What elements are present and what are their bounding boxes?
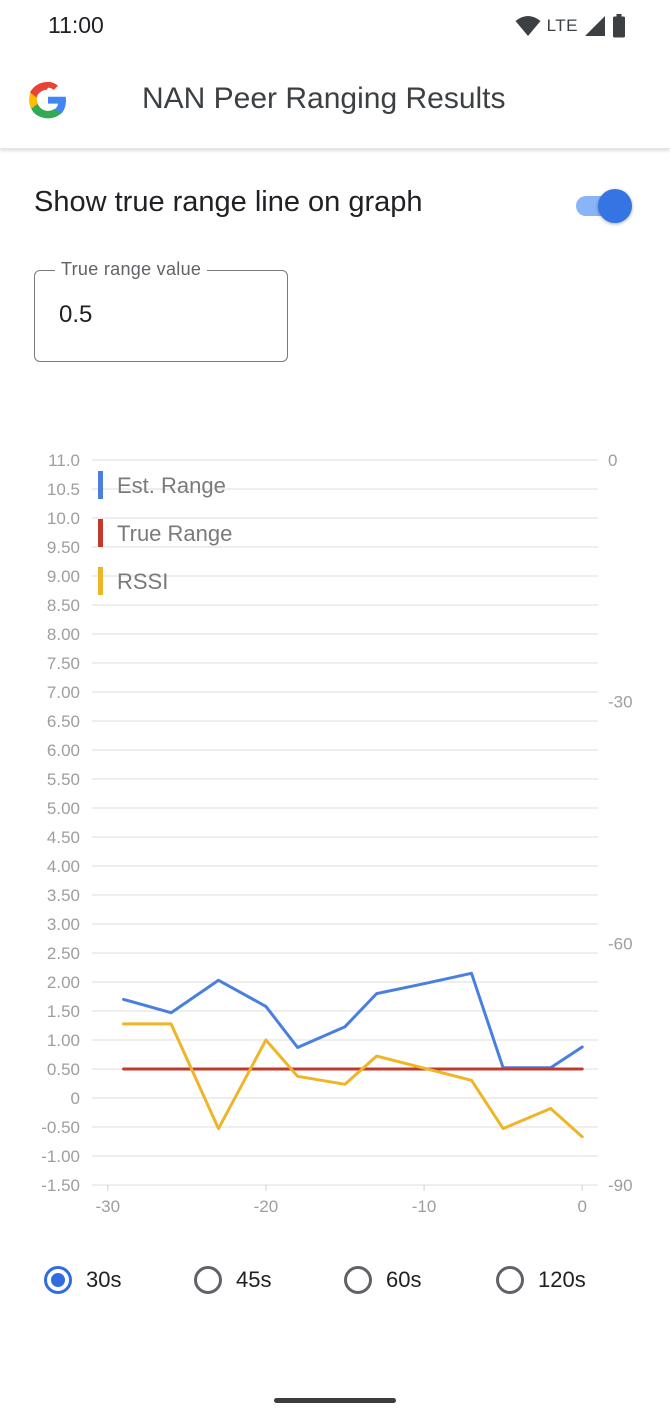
wifi-icon (515, 16, 541, 36)
status-bar: 11:00 LTE (0, 0, 670, 56)
y2-tick-label: 0 (608, 451, 617, 470)
y-tick-label: 10.5 (47, 480, 80, 499)
home-gesture-bar[interactable] (274, 1398, 396, 1403)
true-range-field-label: True range value (55, 259, 208, 280)
series-line-rssi (122, 1022, 584, 1139)
network-type-label: LTE (546, 16, 578, 35)
cell-signal-icon (585, 16, 605, 36)
y-tick-label: 5.50 (47, 770, 80, 789)
x-tick-label: -10 (412, 1197, 437, 1216)
status-time: 11:00 (48, 12, 104, 38)
radio-button-circle (496, 1266, 524, 1294)
radio-120s[interactable]: 120s (496, 1258, 586, 1302)
y-tick-label: -1.00 (41, 1147, 80, 1166)
app-bar: NAN Peer Ranging Results (0, 56, 670, 149)
y-tick-label: 0 (71, 1089, 80, 1108)
y-tick-label: 1.00 (47, 1031, 80, 1050)
switch-thumb (598, 189, 632, 223)
show-true-range-label: Show true range line on graph (34, 186, 423, 218)
y-tick-label: 9.50 (47, 538, 80, 557)
ranging-chart: 11.0 10.5 10.0 9.50 9.00 8.50 8.00 7.50 7.00 6.50… (41, 451, 633, 1216)
y-tick-label: 6.00 (47, 741, 80, 760)
radio-label: 30s (86, 1267, 122, 1292)
y-tick-label: 7.50 (47, 654, 80, 673)
legend-swatch (98, 567, 103, 595)
radio-45s[interactable]: 45s (194, 1258, 271, 1302)
x-tick-label: -20 (254, 1197, 279, 1216)
status-icons: LTE (515, 12, 626, 40)
radio-60s[interactable]: 60s (344, 1258, 421, 1302)
series-line-est-range (122, 971, 584, 1070)
legend-swatch (98, 519, 103, 547)
show-true-range-switch[interactable] (576, 189, 632, 223)
radio-button-circle (44, 1266, 72, 1294)
y-tick-label: 1.50 (47, 1002, 80, 1021)
y-tick-label: -1.50 (41, 1176, 80, 1195)
y-tick-label: 2.50 (47, 944, 80, 963)
y-tick-label: 8.00 (47, 625, 80, 644)
radio-label: 60s (386, 1267, 422, 1292)
y-tick-label: 5.00 (47, 799, 80, 818)
y-tick-label: 11.0 (48, 451, 80, 470)
battery-icon (613, 14, 625, 38)
x-tick-label: 0 (577, 1197, 586, 1216)
y-tick-label: 8.50 (47, 596, 80, 615)
radio-label: 45s (236, 1267, 272, 1292)
y2-tick-label: -60 (608, 934, 633, 953)
y-tick-label: 7.00 (47, 683, 80, 702)
y2-tick-label: -90 (608, 1176, 633, 1195)
radio-30s[interactable]: 30s (44, 1258, 121, 1302)
legend-swatch (98, 471, 103, 499)
true-range-input[interactable] (59, 301, 259, 329)
radio-button-circle (344, 1266, 372, 1294)
y-tick-label: 10.0 (47, 509, 80, 528)
y-tick-label: 6.50 (47, 712, 80, 731)
radio-button-circle (194, 1266, 222, 1294)
y-tick-label: 2.00 (47, 973, 80, 992)
y-tick-label: 0.50 (47, 1060, 80, 1079)
radio-label: 120s (538, 1267, 586, 1292)
y-tick-label: 9.00 (47, 567, 80, 586)
y-tick-label: 3.00 (47, 915, 80, 934)
legend-label: True Range (117, 521, 232, 546)
y2-tick-label: -30 (608, 693, 633, 712)
app-title: NAN Peer Ranging Results (142, 82, 506, 115)
y-tick-label: 3.50 (47, 886, 80, 905)
legend-label: Est. Range (117, 473, 226, 498)
x-tick-label: -30 (96, 1197, 121, 1216)
legend-label: RSSI (117, 569, 168, 594)
y-tick-label: 4.00 (47, 857, 80, 876)
y-tick-label: 4.50 (47, 828, 80, 847)
time-window-radio-group: 30s 45s 60s 120s (0, 1258, 670, 1302)
true-range-field[interactable]: True range value (34, 259, 288, 362)
y-tick-label: -0.50 (41, 1118, 80, 1137)
google-logo-icon (29, 81, 66, 119)
